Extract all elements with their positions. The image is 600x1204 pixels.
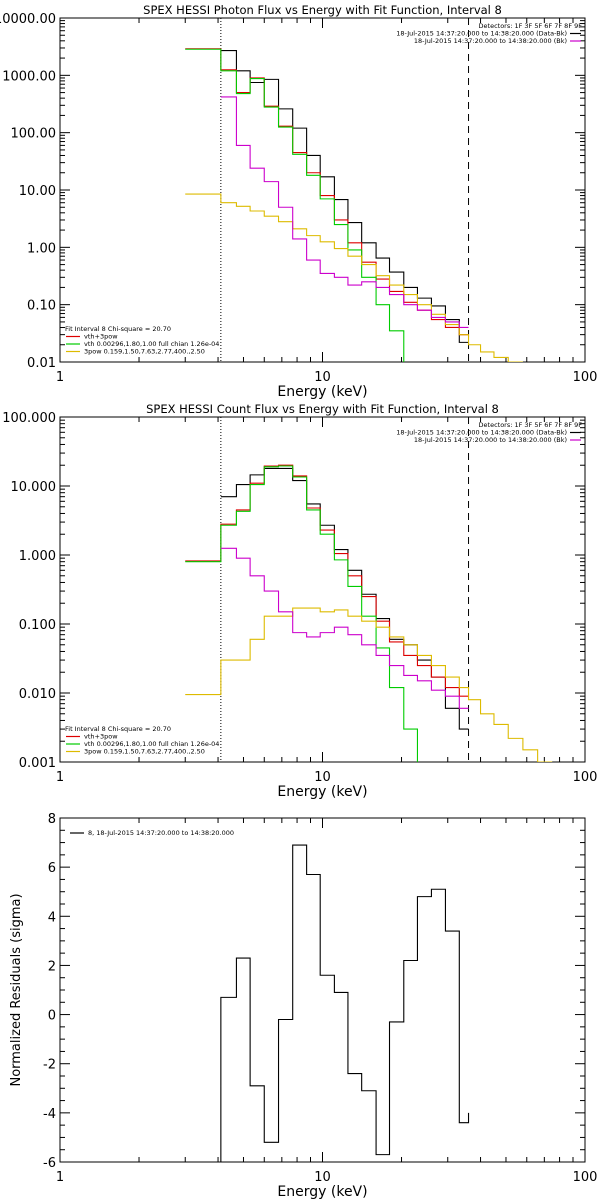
plot-frame (59, 416, 586, 763)
series-background-line (220, 96, 469, 329)
header-line: 18-Jul-2015 14:37:20.000 to 14:38:20.000… (396, 30, 567, 38)
series-fit-total-line (185, 464, 469, 697)
y-tick-label: 10.00 (19, 184, 56, 199)
y-tick-label: -2 (43, 1058, 56, 1073)
y-tick-label: 0.010 (19, 687, 56, 702)
plot-frame (59, 817, 586, 1163)
legend-label: 8, 18-Jul-2015 14:37:20.000 to 14:38:20.… (88, 829, 234, 837)
series-thermal-component-line (185, 465, 418, 762)
chart-title: SPEX HESSI Photon Flux vs Energy with Fi… (143, 3, 502, 17)
legend-label: vth 0.00296,1.80,1.00 full chian 1.26e-0… (84, 740, 219, 748)
y-tick-label: 0.10 (27, 299, 56, 314)
y-tick-label: 1.000 (19, 549, 56, 564)
legend-label: vth+3pow (84, 733, 118, 741)
x-tick-label: 1 (56, 770, 64, 785)
x-tick-label: 10 (314, 1170, 331, 1185)
y-tick-label: 0.001 (19, 756, 56, 771)
y-tick-label: 10.000 (11, 480, 57, 495)
legend-label: 3pow 0.159,1.50,7.63,2.77,400.,2.50 (84, 748, 205, 756)
header-line: 18-Jul-2015 14:37:20.000 to 14:38:20.000… (414, 37, 567, 45)
series-residuals-line (220, 844, 470, 1162)
series-power-law-component-line (185, 193, 523, 362)
x-tick-label: 10 (314, 370, 331, 385)
y-tick-label: 0.100 (19, 618, 56, 633)
header-line: 18-Jul-2015 14:37:20.000 to 14:38:20.000… (414, 436, 567, 444)
series-data-line (220, 50, 469, 343)
x-tick-label: 100 (573, 1170, 598, 1185)
x-tick-label: 1 (56, 1170, 64, 1185)
y-tick-label: -4 (43, 1107, 56, 1122)
y-tick-label: 100.00 (11, 127, 57, 142)
legend-label: vth 0.00296,1.80,1.00 full chian 1.26e-0… (84, 340, 219, 348)
header-line: Detectors: 1F 3F 5F 6F 7F 8F 9F (479, 421, 583, 429)
y-tick-label: -6 (43, 1156, 56, 1171)
y-tick-label: 10000.00 (0, 12, 56, 27)
y-tick-label: 0 (48, 1009, 56, 1024)
x-tick-label: 10 (314, 770, 331, 785)
y-axis-label: Normalized Residuals (sigma) (9, 893, 24, 1086)
series-thermal-component-line (185, 48, 405, 362)
y-tick-label: 8 (48, 812, 56, 827)
series-power-law-component-line (185, 607, 553, 762)
series-background-line (220, 547, 469, 709)
chart-title: SPEX HESSI Count Flux vs Energy with Fit… (146, 402, 499, 416)
header-line: 18-Jul-2015 14:37:20.000 to 14:38:20.000… (396, 429, 567, 437)
x-tick-label: 100 (573, 370, 598, 385)
y-tick-label: 2 (48, 959, 56, 974)
x-tick-label: 100 (573, 770, 598, 785)
series-fit-total-line (185, 48, 469, 336)
legend-title: Fit Interval 8 Chi-square = 20.70 (65, 725, 171, 733)
plot-frame (59, 17, 586, 363)
y-tick-label: 6 (48, 861, 56, 876)
x-axis-label: Energy (keV) (277, 384, 367, 400)
legend-label: vth+3pow (84, 333, 118, 341)
x-axis-label: Energy (keV) (277, 1184, 367, 1200)
legend-title: Fit Interval 8 Chi-square = 20.70 (65, 325, 171, 333)
y-tick-label: 0.01 (27, 356, 56, 371)
x-tick-label: 1 (56, 370, 64, 385)
x-axis-label: Energy (keV) (277, 784, 367, 800)
y-tick-label: 4 (48, 910, 56, 925)
y-tick-label: 1000.00 (2, 69, 56, 84)
y-tick-label: 100.000 (2, 411, 56, 426)
legend-label: 3pow 0.159,1.50,7.63,2.77,400.,2.50 (84, 348, 205, 356)
header-line: Detectors: 1F 3F 5F 6F 7F 8F 9F (479, 22, 583, 30)
y-tick-label: 1.00 (27, 241, 56, 256)
